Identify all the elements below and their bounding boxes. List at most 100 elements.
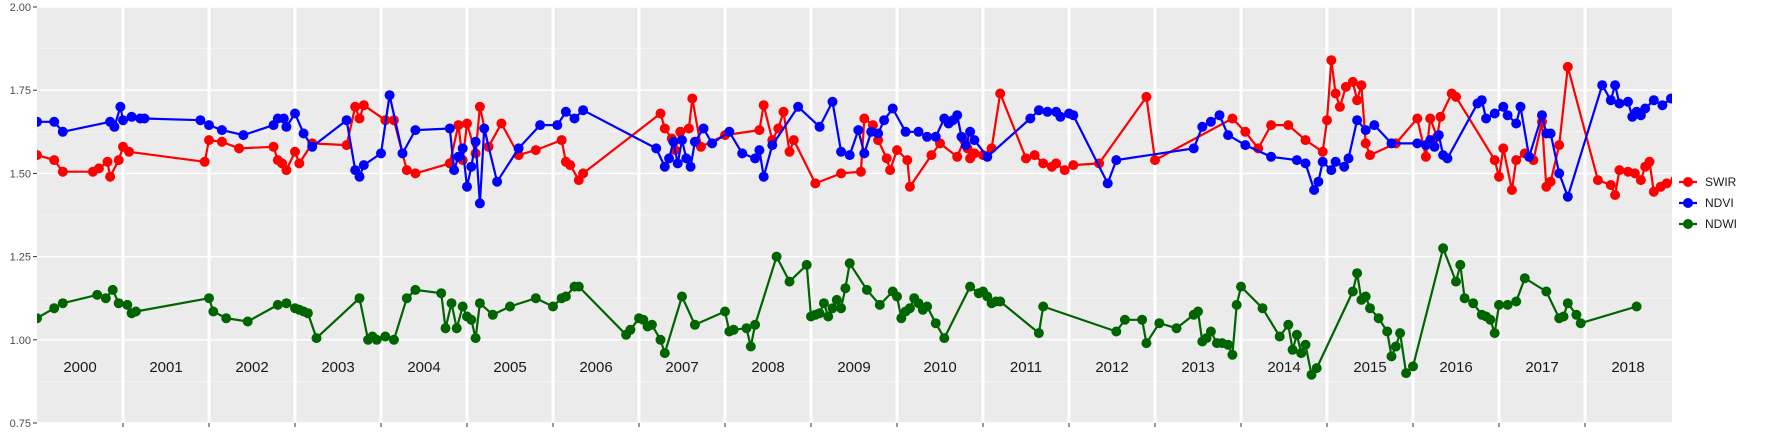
data-point-ndvi xyxy=(49,116,60,127)
year-label: 2006 xyxy=(579,359,612,376)
data-point-ndvi xyxy=(449,165,460,176)
legend-item-ndwi: NDWI xyxy=(1679,217,1737,231)
data-point-swir xyxy=(659,123,670,134)
data-point-swir xyxy=(810,178,821,189)
year-label: 2013 xyxy=(1181,359,1214,376)
data-point-ndwi xyxy=(440,323,451,334)
series-ndwi xyxy=(37,243,1642,380)
data-point-swir xyxy=(358,100,369,111)
data-point-ndwi xyxy=(204,293,214,304)
data-point-ndvi xyxy=(1102,178,1113,189)
data-point-ndvi xyxy=(965,126,976,137)
data-point-ndvi xyxy=(341,115,352,126)
data-point-ndwi xyxy=(1283,319,1294,330)
data-point-swir xyxy=(1494,171,1504,182)
data-point-ndwi xyxy=(771,251,782,262)
data-point-swir xyxy=(1317,146,1328,157)
data-point-swir xyxy=(1300,135,1311,146)
data-point-ndwi xyxy=(1257,303,1268,314)
data-point-swir xyxy=(1266,120,1277,131)
data-point-ndvi xyxy=(659,161,670,172)
data-point-swir xyxy=(462,118,472,129)
data-point-ndvi xyxy=(535,120,546,131)
legend-marker xyxy=(1683,219,1693,229)
data-point-ndvi xyxy=(887,103,898,114)
data-point-swir xyxy=(885,165,896,176)
data-point-ndwi xyxy=(1519,273,1530,284)
data-point-ndwi xyxy=(1558,311,1569,322)
series-line-swir xyxy=(37,59,1672,197)
data-point-swir xyxy=(102,156,113,167)
data-point-swir xyxy=(1322,115,1332,126)
data-point-ndvi xyxy=(754,145,765,156)
data-point-swir xyxy=(784,146,795,157)
data-point-ndvi xyxy=(1675,84,1685,94)
data-point-ndvi xyxy=(1240,140,1251,151)
data-point-swir xyxy=(1592,175,1603,186)
data-point-swir xyxy=(49,155,60,166)
data-point-swir xyxy=(1412,113,1423,124)
data-point-ndwi xyxy=(1562,298,1573,309)
data-point-ndvi xyxy=(1640,103,1651,114)
data-point-ndwi xyxy=(1347,286,1358,297)
data-point-ndwi xyxy=(221,313,232,324)
data-point-swir xyxy=(1726,158,1736,168)
data-point-ndvi xyxy=(677,135,687,146)
data-point-ndwi xyxy=(689,319,700,330)
data-point-ndwi xyxy=(818,298,829,309)
data-point-ndvi xyxy=(689,136,700,147)
data-point-ndvi xyxy=(1498,101,1509,112)
data-point-ndwi xyxy=(939,333,950,344)
data-point-ndvi xyxy=(126,111,137,122)
data-point-ndwi xyxy=(1236,281,1246,292)
data-point-ndvi xyxy=(827,96,838,107)
data-point-ndwi xyxy=(446,298,457,309)
data-point-ndvi xyxy=(1042,106,1053,117)
data-point-ndvi xyxy=(758,171,769,182)
data-point-ndwi xyxy=(1365,303,1375,314)
data-point-ndwi xyxy=(995,296,1006,307)
data-point-ndvi xyxy=(1197,121,1208,132)
data-point-ndwi xyxy=(1171,323,1182,334)
data-point-ndwi xyxy=(1571,309,1582,320)
data-point-ndvi xyxy=(930,131,941,142)
data-point-ndvi xyxy=(1025,113,1036,124)
data-point-ndwi xyxy=(784,276,795,287)
data-point-swir xyxy=(836,168,847,179)
data-point-ndwi xyxy=(107,284,118,295)
data-point-swir xyxy=(1330,88,1341,99)
data-point-ndvi xyxy=(853,125,864,136)
y-tick-label: 1.00 xyxy=(10,335,31,347)
data-point-ndvi xyxy=(1511,118,1522,129)
data-point-swir xyxy=(687,93,698,104)
data-point-ndvi xyxy=(384,90,395,101)
data-point-ndwi xyxy=(208,306,219,317)
data-point-swir xyxy=(578,168,589,179)
data-point-ndvi xyxy=(1562,191,1573,202)
data-point-ndvi xyxy=(668,136,679,147)
data-point-ndwi xyxy=(823,311,834,322)
data-point-ndvi xyxy=(1205,116,1216,127)
legend-item-ndvi: NDVI xyxy=(1679,196,1734,210)
data-point-ndwi xyxy=(410,284,421,295)
data-point-ndwi xyxy=(311,333,322,344)
data-point-swir xyxy=(1498,143,1509,154)
data-point-ndwi xyxy=(388,334,399,345)
data-point-ndwi xyxy=(1205,326,1216,337)
data-point-ndvi xyxy=(960,140,971,151)
data-point-ndvi xyxy=(109,121,120,132)
data-point-swir xyxy=(410,168,421,179)
data-point-ndvi xyxy=(1442,153,1453,164)
data-point-swir xyxy=(281,165,292,176)
data-point-swir xyxy=(1150,155,1160,166)
data-point-ndwi xyxy=(831,294,842,305)
data-point-ndwi xyxy=(1274,331,1285,342)
data-point-ndvi xyxy=(195,115,206,126)
data-point-ndvi xyxy=(1502,110,1513,121)
data-point-ndwi xyxy=(1111,326,1122,337)
data-point-swir xyxy=(556,135,567,146)
data-point-ndwi xyxy=(1038,301,1049,312)
data-point-ndvi xyxy=(1326,165,1337,176)
data-point-ndwi xyxy=(1287,344,1298,355)
data-point-ndvi xyxy=(651,143,662,154)
